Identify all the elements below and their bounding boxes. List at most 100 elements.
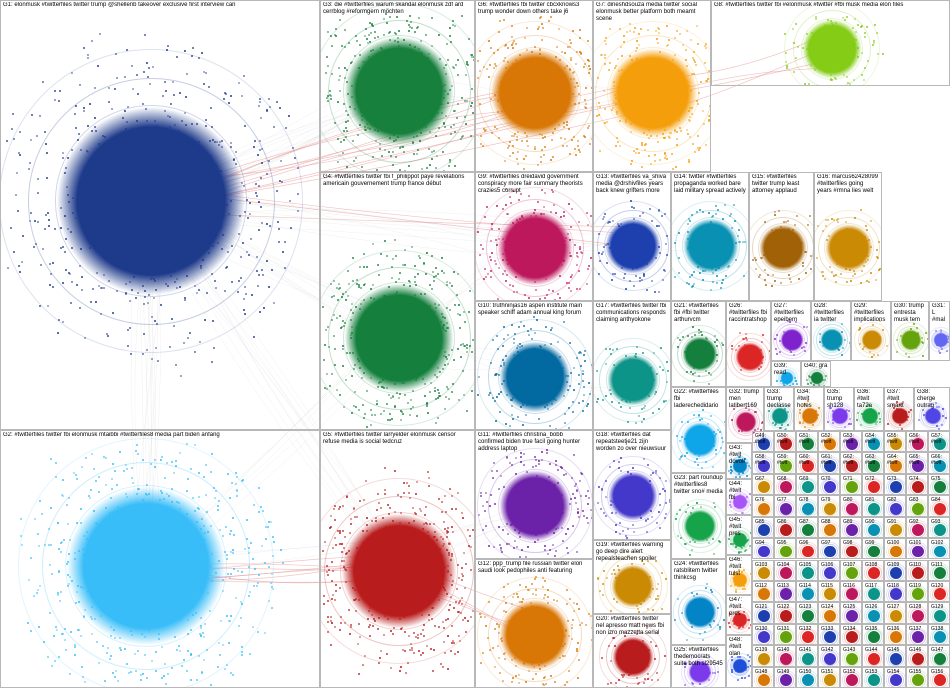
panel-g120: G120 (928, 581, 950, 602)
panel-g135: G135 (862, 624, 884, 645)
cluster-core (890, 524, 902, 536)
cluster-core (934, 653, 946, 665)
panel-g107: G107 (840, 560, 862, 581)
cluster-core (934, 588, 946, 600)
cluster-core (868, 524, 880, 536)
panel-g147: G147 (928, 645, 950, 666)
cluster-core (780, 610, 792, 622)
cluster-core (758, 631, 770, 643)
panel-label: G26: #twitterfiles fbi raccintratshop tw… (729, 303, 768, 324)
panel-g24: G24: #twitterfiles ratsblitem twitter th… (671, 559, 726, 645)
panel-label: G124 (821, 604, 837, 610)
panel-label: G108 (865, 562, 881, 568)
panel-label: G19: #twitterfiles warning go deep dire … (596, 542, 668, 563)
cluster-core (868, 546, 880, 558)
panel-g91: G91 (884, 517, 906, 538)
panel-g28: G28: #twitterfiles ia twitter ttreed op (811, 301, 851, 361)
panel-label: G40: gra (804, 363, 828, 370)
panel-label: G137 (909, 626, 925, 632)
cluster-core (824, 610, 836, 622)
cluster-core (758, 588, 770, 600)
panel-g48: G48: #twit olan (726, 635, 752, 688)
panel-g20: G20: #twitterfiles twitter nel apresso m… (593, 614, 671, 688)
panel-g45: G45: #twit pres wovs (726, 515, 752, 555)
panel-g47: G47: #twit pres (726, 595, 752, 635)
panel-label: G46: #twit tulst sub (729, 557, 749, 578)
panel-g25: G25: #twitterfiles thedemocrats suite bo… (671, 645, 726, 688)
cluster-core (890, 588, 902, 600)
panel-g136: G136 (884, 624, 906, 645)
panel-g106: G106 (818, 560, 840, 581)
panel-label: G58: #twit (755, 454, 771, 466)
panel-g150: G150 (796, 667, 818, 688)
panel-g9: G9: #twitterfiles dreidavid government c… (475, 172, 593, 301)
panel-label: G115 (821, 583, 837, 589)
panel-g115: G115 (818, 581, 840, 602)
panel-g76: G76 (752, 495, 774, 516)
panel-label: G32: trump men latibert169 ittewchgr2 (729, 389, 761, 410)
panel-g38: G38: cherge outrag (914, 387, 950, 431)
cluster-core (912, 546, 924, 558)
cluster-core (758, 674, 770, 686)
panel-label: G112 (755, 583, 771, 589)
cluster-core (490, 48, 580, 138)
panel-label: G104 (777, 562, 793, 568)
panel-g149: G149 (774, 667, 796, 688)
cluster-core (497, 210, 573, 286)
panel-g22: G22: #twitterfiles fbi laderechedidario … (671, 387, 726, 473)
cluster-core (802, 631, 814, 643)
panel-g109: G109 (884, 560, 906, 581)
cluster-core (868, 653, 880, 665)
panel-label: G148 (755, 669, 771, 675)
panel-label: G85 (755, 519, 771, 525)
panel-label: G43: #twit dovoli (729, 445, 749, 466)
panel-g125: G125 (840, 602, 862, 623)
panel-label: G48: #twit olan (729, 637, 749, 658)
panel-label: G97 (821, 540, 837, 546)
panel-g117: G117 (862, 581, 884, 602)
panel-g13: G13: #twitterfiles va_shiva media @drshi… (593, 172, 671, 301)
panel-label: G128 (909, 604, 925, 610)
cluster-core (912, 524, 924, 536)
cluster-core (758, 481, 770, 493)
cluster-core (732, 658, 748, 674)
panel-label: G24: #twitterfiles ratsblitem twitter th… (674, 561, 723, 582)
panel-label: G66: #twit (931, 454, 947, 466)
panel-g81: G81 (862, 495, 884, 516)
panel-label: G64: #twit (887, 454, 903, 466)
panel-label: G53: #twit (843, 433, 859, 445)
panel-label: G30: trump entresta musk tem (894, 303, 926, 324)
panel-label: G127 (887, 604, 903, 610)
panel-g29: G29: #twitterfiles implications watson f… (851, 301, 891, 361)
panel-label: G107 (843, 562, 859, 568)
cluster-core (824, 524, 836, 536)
panel-label: G2: #twitterfiles twitter fbi elonmusk m… (3, 432, 317, 439)
cluster-core (499, 341, 571, 413)
cluster-core (735, 342, 765, 372)
panel-g119: G119 (906, 581, 928, 602)
cluster-core (912, 631, 924, 643)
panel-label: G55: #twit (887, 433, 903, 445)
cluster-core (934, 546, 946, 558)
cluster-core (890, 653, 902, 665)
cluster-core (824, 567, 836, 579)
panel-g154: G154 (884, 667, 906, 688)
panel-label: G5: #twitterfiles twitter larryelder elo… (323, 432, 472, 446)
panel-g69: G69 (796, 474, 818, 495)
panel-label: G52: #twit (821, 433, 837, 445)
panel-label: G119 (909, 583, 925, 589)
cluster-core (934, 674, 946, 686)
panel-g43: G43: #twit dovoli (726, 443, 752, 479)
panel-g133: G133 (818, 624, 840, 645)
cluster-core (682, 422, 718, 458)
cluster-core (824, 481, 836, 493)
panel-g5: G5: #twitterfiles twitter larryelder elo… (320, 430, 475, 688)
panel-label: G152 (843, 669, 859, 675)
panel-label: G135 (865, 626, 881, 632)
panel-g31: G31: L #malamu seemenk (929, 301, 950, 361)
panel-label: G4: #twitterfiles twitter fbi f_philippo… (323, 174, 472, 188)
cluster-core (912, 481, 924, 493)
panel-g108: G108 (862, 560, 884, 581)
panel-label: G100 (887, 540, 903, 546)
panel-g60: G60: #twit (796, 452, 818, 473)
